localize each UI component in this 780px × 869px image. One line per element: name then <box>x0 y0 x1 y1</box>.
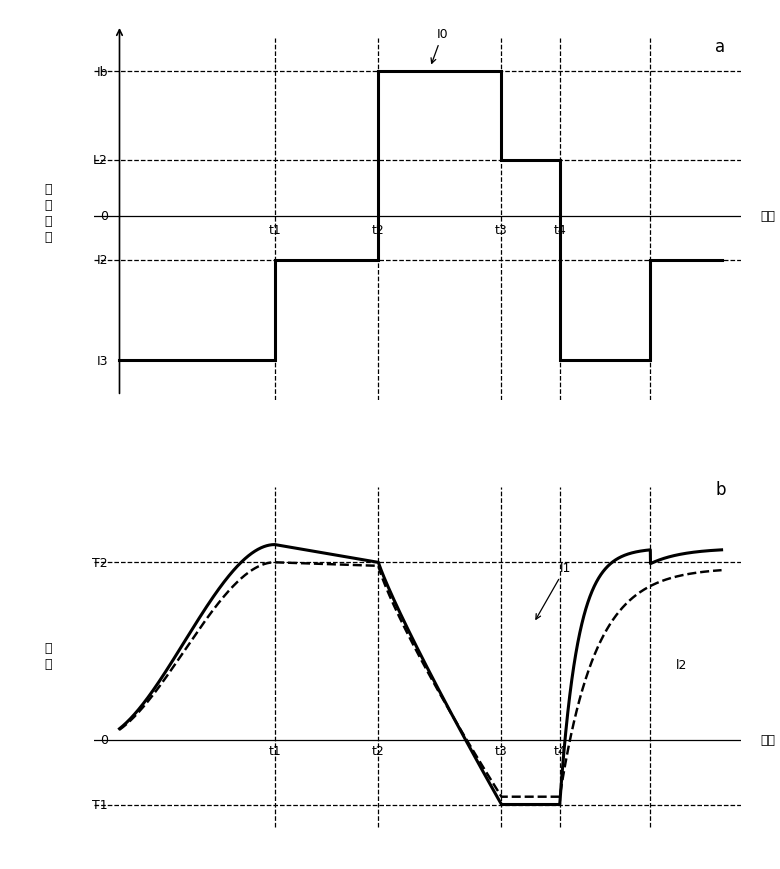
Text: t1: t1 <box>268 223 282 236</box>
Text: T2: T2 <box>92 556 108 569</box>
Text: t1: t1 <box>268 744 282 757</box>
Text: T1: T1 <box>92 798 108 811</box>
Text: 时间: 时间 <box>760 210 775 223</box>
Text: t4: t4 <box>553 744 566 757</box>
Text: L2: L2 <box>93 154 108 167</box>
Text: t4: t4 <box>553 223 566 236</box>
Text: 0: 0 <box>100 733 108 746</box>
Text: a: a <box>715 38 725 56</box>
Text: I3: I3 <box>97 355 108 368</box>
Text: t3: t3 <box>495 744 508 757</box>
Text: 温
度: 温 度 <box>44 641 52 670</box>
Text: Ib: Ib <box>97 66 108 79</box>
Text: 时间: 时间 <box>760 733 775 746</box>
Text: 0: 0 <box>100 210 108 223</box>
Text: l2: l2 <box>676 658 688 671</box>
Text: 激
光
电
流: 激 光 电 流 <box>44 183 52 244</box>
Text: t2: t2 <box>372 744 385 757</box>
Text: t2: t2 <box>372 223 385 236</box>
Text: I0: I0 <box>431 28 448 64</box>
Text: l1: l1 <box>536 561 571 620</box>
Text: b: b <box>715 481 725 499</box>
Text: t3: t3 <box>495 223 508 236</box>
Text: I2: I2 <box>97 254 108 267</box>
